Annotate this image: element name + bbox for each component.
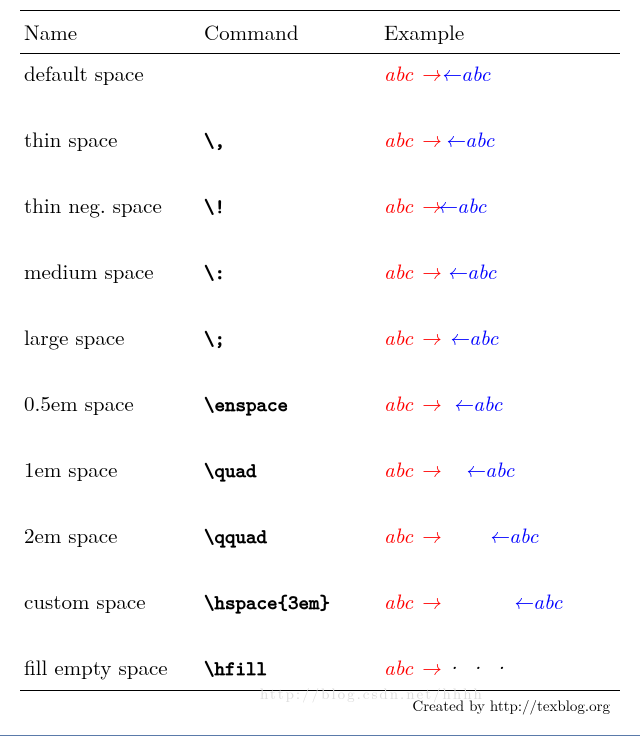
- example-dots: · · ·: [441, 652, 508, 682]
- table-row: medium space\:abc →←abc: [20, 252, 620, 318]
- cell-name: medium space: [20, 252, 200, 318]
- cell-example: abc →←abc: [380, 120, 620, 186]
- example-left: abc →: [384, 322, 441, 352]
- header-example: Example: [380, 11, 620, 54]
- cell-command: \hfill: [200, 648, 380, 691]
- cell-example: abc → ←abc: [380, 384, 620, 450]
- example-left: abc →: [384, 388, 441, 418]
- table-row: large space\;abc → ←abc: [20, 318, 620, 384]
- cell-name: large space: [20, 318, 200, 384]
- example-left: abc →: [384, 124, 441, 154]
- cell-name: custom space: [20, 582, 200, 648]
- cell-name: default space: [20, 54, 200, 121]
- cell-name: fill empty space: [20, 648, 200, 691]
- table-row: thin space\,abc →←abc: [20, 120, 620, 186]
- example-right: ←abc: [465, 454, 514, 484]
- cell-name: 0.5em space: [20, 384, 200, 450]
- example-left: abc →: [384, 58, 441, 88]
- example-left: abc →: [384, 586, 441, 616]
- table-row: 0.5em space\enspaceabc → ←abc: [20, 384, 620, 450]
- table-row: default space abc →←abc: [20, 54, 620, 121]
- table-row: thin neg. space\!abc →←abc: [20, 186, 620, 252]
- cell-command: \;: [200, 318, 380, 384]
- cell-command: \qquad: [200, 516, 380, 582]
- cell-example: abc → ←abc: [380, 582, 620, 648]
- latex-space-table: Name Command Example default spaceabc →←…: [20, 10, 620, 691]
- cell-command: \!: [200, 186, 380, 252]
- cell-example: abc →←abc: [380, 186, 620, 252]
- cell-example: abc →←abc: [380, 54, 620, 121]
- table-row: 2em space\qquadabc → ←abc: [20, 516, 620, 582]
- example-left: abc →: [384, 652, 441, 682]
- cell-example: abc →· · ·: [380, 648, 620, 691]
- cell-name: thin space: [20, 120, 200, 186]
- example-left: abc →: [384, 520, 441, 550]
- example-right: ←abc: [447, 256, 496, 286]
- cell-name: 2em space: [20, 516, 200, 582]
- cell-example: abc → ←abc: [380, 450, 620, 516]
- example-left: abc →: [384, 454, 441, 484]
- cell-name: 1em space: [20, 450, 200, 516]
- table-row: custom space\hspace{3em}abc → ←abc: [20, 582, 620, 648]
- example-right: ←abc: [449, 322, 498, 352]
- header-command: Command: [200, 11, 380, 54]
- cell-example: abc →←abc: [380, 252, 620, 318]
- example-right: ←abc: [513, 586, 562, 616]
- table-row: fill empty space\hfillabc →· · ·: [20, 648, 620, 691]
- example-left: abc →: [384, 256, 441, 286]
- header-name: Name: [20, 11, 200, 54]
- cell-command: \quad: [200, 450, 380, 516]
- example-right: ←abc: [441, 58, 490, 88]
- cell-example: abc → ←abc: [380, 516, 620, 582]
- cell-command: \enspace: [200, 384, 380, 450]
- cell-example: abc → ←abc: [380, 318, 620, 384]
- cell-command: \hspace{3em}: [200, 582, 380, 648]
- example-right: ←abc: [437, 190, 486, 220]
- cell-command: \:: [200, 252, 380, 318]
- table-row: 1em space\quadabc → ←abc: [20, 450, 620, 516]
- example-left: abc →: [384, 190, 441, 220]
- cell-command: [200, 54, 380, 121]
- example-right: ←abc: [489, 520, 538, 550]
- example-right: ←abc: [453, 388, 502, 418]
- credit-text: Created by http://texblog.org: [20, 691, 620, 716]
- cell-name: thin neg. space: [20, 186, 200, 252]
- example-right: ←abc: [445, 124, 494, 154]
- cell-command: \,: [200, 120, 380, 186]
- header-row: Name Command Example: [20, 11, 620, 54]
